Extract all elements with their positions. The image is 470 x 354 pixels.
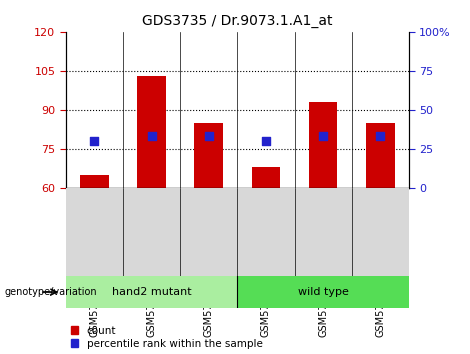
Point <box>262 138 270 144</box>
Bar <box>251 167 280 188</box>
Bar <box>66 276 237 308</box>
Text: hand2 mutant: hand2 mutant <box>112 287 191 297</box>
Bar <box>237 276 409 308</box>
Point <box>91 138 98 144</box>
Text: wild type: wild type <box>298 287 349 297</box>
Point <box>205 133 212 139</box>
Bar <box>80 175 109 188</box>
Point <box>376 133 384 139</box>
Point <box>320 133 327 139</box>
Bar <box>195 123 223 188</box>
Text: genotype/variation: genotype/variation <box>5 287 97 297</box>
Legend: count, percentile rank within the sample: count, percentile rank within the sample <box>71 326 263 349</box>
Point <box>148 133 155 139</box>
Title: GDS3735 / Dr.9073.1.A1_at: GDS3735 / Dr.9073.1.A1_at <box>142 14 333 28</box>
Bar <box>309 102 337 188</box>
Bar <box>366 123 395 188</box>
Bar <box>137 76 166 188</box>
